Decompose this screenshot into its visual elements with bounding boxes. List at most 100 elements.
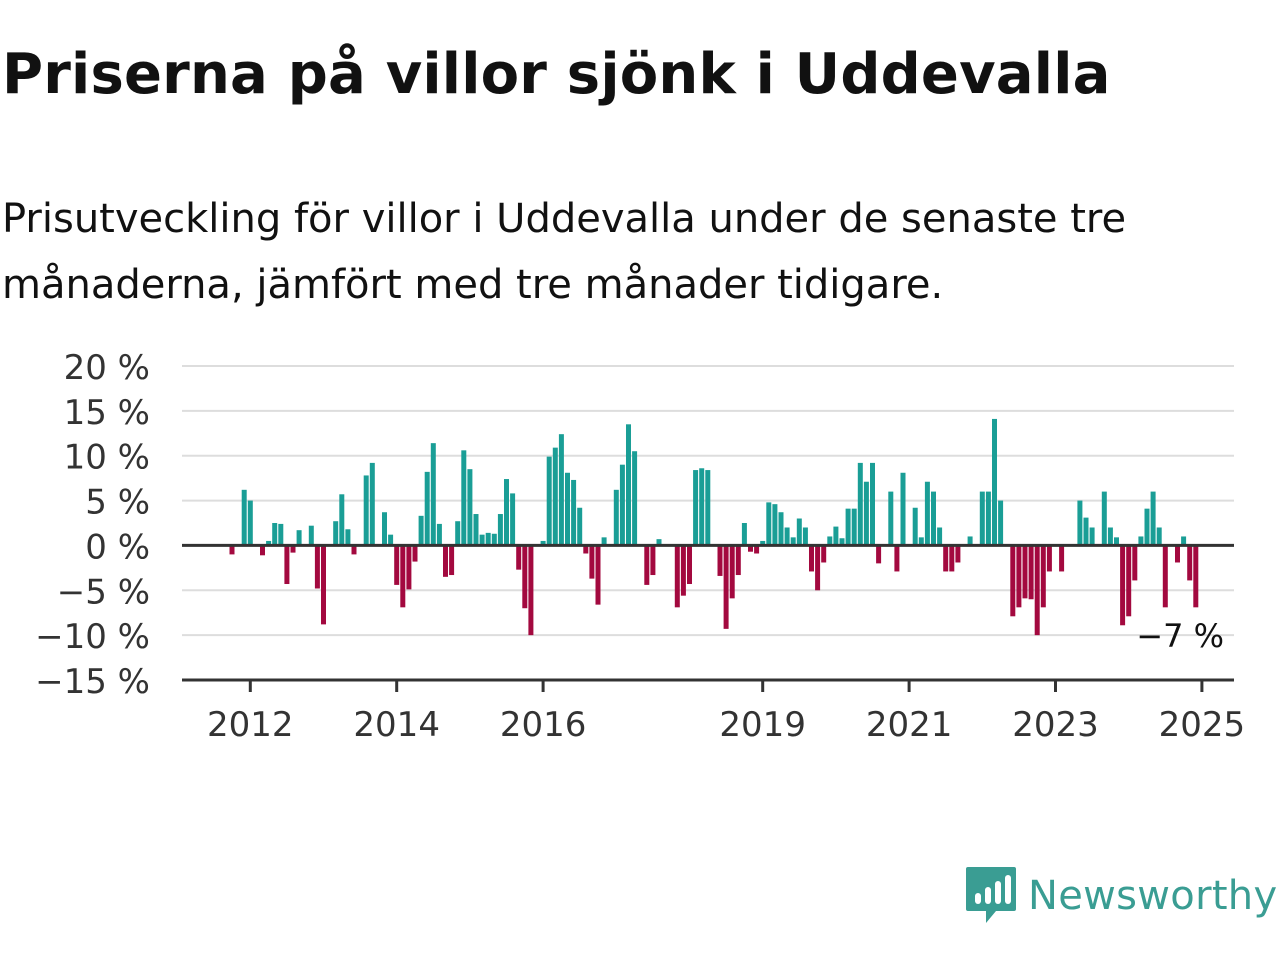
bar-series <box>229 418 1199 636</box>
bar <box>351 545 357 555</box>
bar <box>644 545 650 585</box>
bar <box>436 523 442 546</box>
bar <box>1034 545 1040 636</box>
bar <box>784 527 790 546</box>
bar <box>912 507 918 546</box>
bar <box>565 472 570 546</box>
bar <box>1150 491 1156 546</box>
bar <box>821 545 827 563</box>
bar <box>461 450 467 546</box>
bar <box>741 523 747 546</box>
bar <box>1107 527 1113 546</box>
bar <box>760 540 766 546</box>
bar <box>1120 545 1126 626</box>
bar <box>918 537 924 546</box>
chart-subtitle: Prisutveckling för villor i Uddevalla un… <box>2 196 1127 308</box>
bar <box>571 479 577 546</box>
bar <box>693 470 699 546</box>
bar <box>552 447 558 546</box>
bar <box>613 489 619 546</box>
bar <box>1132 545 1138 581</box>
bar <box>924 481 930 546</box>
bar <box>992 418 997 546</box>
bar <box>510 493 516 546</box>
bar <box>778 512 784 546</box>
bar <box>1040 545 1046 608</box>
bar <box>748 545 753 552</box>
bar <box>632 451 638 546</box>
bar <box>424 471 430 546</box>
y-tick-label: −5 % <box>57 572 150 612</box>
bar <box>266 540 272 546</box>
bar <box>1046 545 1052 572</box>
bar <box>369 462 375 546</box>
bar <box>796 518 802 546</box>
bar <box>790 537 796 546</box>
bar <box>876 545 882 564</box>
bar <box>723 545 729 629</box>
bar <box>931 491 936 546</box>
bar <box>345 529 351 546</box>
bar <box>985 491 991 546</box>
bar <box>894 545 900 572</box>
bar <box>772 504 778 546</box>
bar <box>619 464 625 546</box>
bar <box>339 494 345 546</box>
bar <box>735 545 741 576</box>
bar <box>1144 508 1150 546</box>
bar <box>406 545 412 590</box>
bar <box>1101 491 1107 546</box>
x-axis-labels: 2012 2014 2016 2019 2021 2023 2025 <box>207 680 1245 745</box>
bar <box>412 545 418 562</box>
x-tick-label: 2023 <box>1012 705 1099 745</box>
bar <box>528 545 534 636</box>
bar <box>870 462 875 546</box>
bar <box>1193 545 1199 608</box>
newsworthy-brand: Newsworthy <box>964 864 1277 928</box>
bar <box>1077 500 1083 546</box>
bar <box>1181 536 1187 546</box>
bar <box>687 545 692 585</box>
bar <box>455 521 461 546</box>
chart-title: Priserna på villor sjönk i Uddevalla <box>2 42 1111 107</box>
bar <box>308 525 314 546</box>
bar <box>418 515 424 546</box>
bar <box>497 514 503 546</box>
bar <box>1022 545 1028 599</box>
bar <box>979 491 985 546</box>
bar <box>247 500 253 546</box>
bar <box>729 545 735 599</box>
bar <box>754 545 760 554</box>
bar <box>833 526 839 546</box>
bar <box>680 545 686 596</box>
bar <box>522 545 528 609</box>
bar <box>314 545 320 589</box>
bar <box>583 545 589 554</box>
bar <box>1010 545 1016 617</box>
bar <box>1114 537 1119 546</box>
bar <box>967 536 973 546</box>
bar <box>467 469 473 546</box>
y-tick-label: 5 % <box>85 483 150 523</box>
x-tick-label: 2016 <box>500 705 587 745</box>
bar <box>1083 517 1089 546</box>
bar <box>900 472 906 546</box>
bar <box>1016 545 1022 608</box>
bar <box>449 545 455 576</box>
bar <box>1089 527 1095 546</box>
bar <box>674 545 680 608</box>
bar <box>851 508 857 546</box>
bar <box>699 468 705 546</box>
y-tick-label: −15 % <box>35 662 150 702</box>
bar <box>595 545 601 605</box>
bar <box>540 540 546 546</box>
x-tick-label: 2019 <box>719 705 806 745</box>
bar <box>1162 545 1168 608</box>
bar <box>717 545 723 576</box>
bar <box>382 512 387 546</box>
bar <box>290 545 296 553</box>
bar <box>229 545 235 555</box>
bar <box>1059 545 1065 572</box>
bar <box>394 545 400 585</box>
bar <box>260 545 265 556</box>
